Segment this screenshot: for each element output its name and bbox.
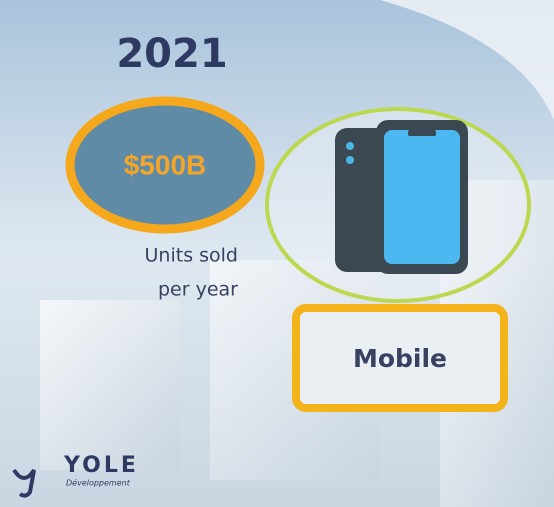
phone-icon <box>335 120 468 274</box>
logo-name: YOLE <box>63 453 139 478</box>
logo-tagline: Développement <box>66 478 131 488</box>
year: 2021 <box>116 31 227 77</box>
infographic: 2021 $500B Units sold per year Mobile YO… <box>0 0 554 507</box>
category-label: Mobile <box>353 344 447 373</box>
stat-value: $500B <box>124 149 207 180</box>
cube <box>40 300 180 470</box>
stat-caption: per year <box>158 279 238 301</box>
stat-caption: Units sold <box>145 245 238 267</box>
